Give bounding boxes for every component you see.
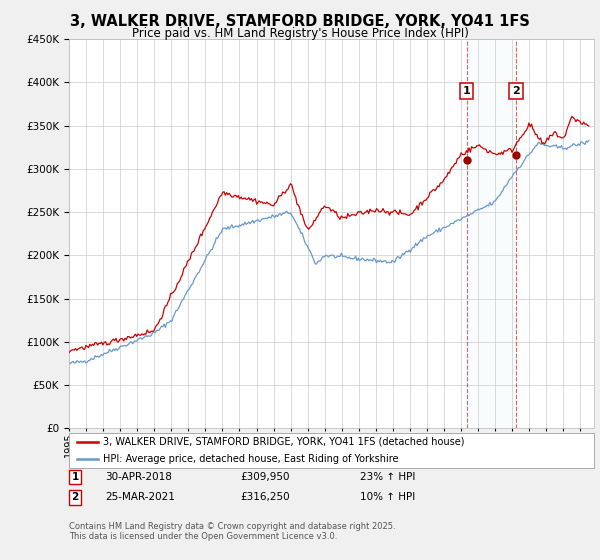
Text: 1: 1 <box>71 472 79 482</box>
Text: 10% ↑ HPI: 10% ↑ HPI <box>360 492 415 502</box>
Text: 3, WALKER DRIVE, STAMFORD BRIDGE, YORK, YO41 1FS: 3, WALKER DRIVE, STAMFORD BRIDGE, YORK, … <box>70 14 530 29</box>
Text: £309,950: £309,950 <box>240 472 290 482</box>
Text: 2: 2 <box>71 492 79 502</box>
Text: £316,250: £316,250 <box>240 492 290 502</box>
Text: HPI: Average price, detached house, East Riding of Yorkshire: HPI: Average price, detached house, East… <box>103 454 398 464</box>
Text: 30-APR-2018: 30-APR-2018 <box>105 472 172 482</box>
Text: Contains HM Land Registry data © Crown copyright and database right 2025.
This d: Contains HM Land Registry data © Crown c… <box>69 522 395 542</box>
Text: 1: 1 <box>463 86 470 96</box>
Text: 3, WALKER DRIVE, STAMFORD BRIDGE, YORK, YO41 1FS (detached house): 3, WALKER DRIVE, STAMFORD BRIDGE, YORK, … <box>103 437 464 446</box>
Text: 23% ↑ HPI: 23% ↑ HPI <box>360 472 415 482</box>
Text: Price paid vs. HM Land Registry's House Price Index (HPI): Price paid vs. HM Land Registry's House … <box>131 27 469 40</box>
Text: 25-MAR-2021: 25-MAR-2021 <box>105 492 175 502</box>
Text: 2: 2 <box>512 86 520 96</box>
Bar <box>467 39 516 428</box>
